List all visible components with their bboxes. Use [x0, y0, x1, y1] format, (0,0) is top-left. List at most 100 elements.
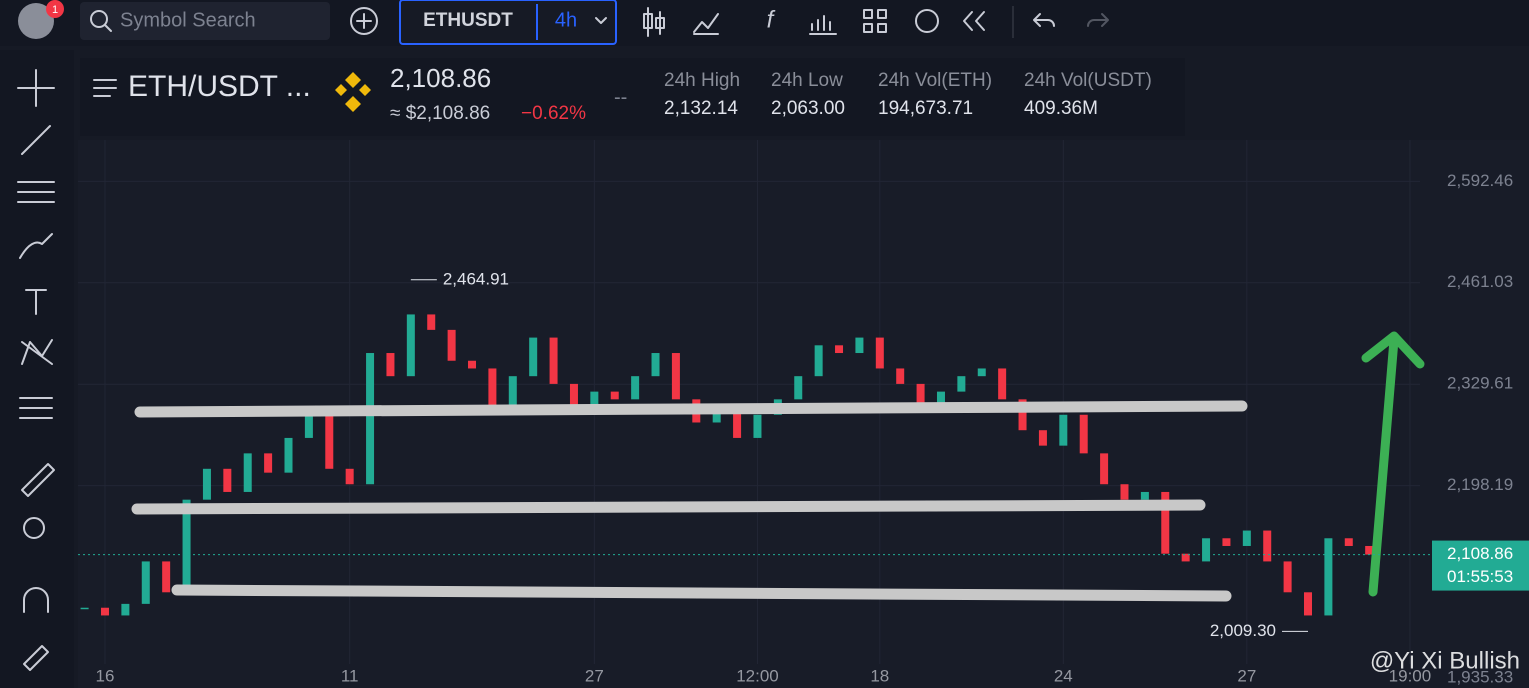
candle — [590, 391, 599, 408]
candle — [1365, 545, 1374, 555]
compare-icon[interactable] — [809, 15, 837, 35]
candle — [284, 437, 293, 473]
forecast-tool[interactable] — [19, 397, 53, 419]
candle — [631, 376, 640, 400]
candle — [1263, 530, 1272, 562]
redo-icon[interactable] — [1087, 13, 1109, 27]
candle — [80, 607, 89, 610]
drawn-line — [171, 584, 1232, 602]
candle — [712, 407, 721, 423]
interval[interactable]: 4h — [555, 9, 577, 31]
candle — [406, 314, 415, 377]
alert-icon[interactable] — [915, 9, 939, 33]
last-price-label: 2,108.86 — [1447, 544, 1513, 563]
add-button[interactable] — [350, 7, 378, 35]
candle — [936, 391, 945, 408]
pattern-tool[interactable] — [21, 339, 53, 365]
ruler-tool[interactable] — [21, 463, 55, 497]
candles-icon[interactable] — [643, 7, 665, 37]
sidebar — [0, 50, 74, 688]
zoom-tool[interactable] — [23, 517, 45, 539]
crosshair-tool[interactable] — [17, 69, 55, 107]
fx-icon[interactable]: f — [767, 6, 776, 33]
candle — [1202, 538, 1211, 562]
candle — [753, 414, 762, 438]
search-box[interactable] — [80, 2, 330, 40]
stat-label: 24h Low — [771, 70, 843, 91]
candle — [202, 468, 211, 500]
x-tick-label: 19:00 — [1389, 666, 1432, 685]
layout-icon[interactable] — [863, 9, 887, 33]
placeholder: -- — [614, 86, 627, 108]
header — [80, 58, 1185, 136]
drawn-line — [131, 499, 1206, 515]
candle — [549, 337, 558, 384]
countdown: 01:55:53 — [1447, 567, 1513, 586]
stat-label: 24h Vol(ETH) — [878, 70, 992, 91]
candle — [1140, 491, 1149, 500]
search-placeholder: Symbol Search — [120, 9, 256, 31]
candle — [610, 391, 619, 400]
lock-tool[interactable] — [23, 645, 49, 671]
candle — [1344, 538, 1353, 546]
candle — [1324, 538, 1333, 616]
plot: 2,592.46 2,461.03 2,329.61 2,198.19 1,935.33… — [78, 140, 1529, 686]
avatar[interactable] — [18, 3, 54, 39]
candle — [1222, 538, 1231, 546]
symbol-box[interactable] — [399, 0, 617, 45]
magnet-tool[interactable] — [23, 587, 49, 613]
y-tick-label: 2,329.61 — [1447, 374, 1513, 393]
x-tick-label: 16 — [96, 666, 115, 685]
replay-icon[interactable] — [963, 11, 985, 31]
candle — [733, 407, 742, 438]
notification-count: 1 — [52, 4, 58, 16]
exchange-logo — [335, 72, 371, 112]
drawn-arrow — [1361, 331, 1425, 597]
text-tool[interactable] — [25, 289, 47, 315]
candle — [1079, 414, 1088, 454]
dropdown-icon — [595, 17, 607, 24]
candle — [100, 607, 109, 616]
candle — [468, 360, 477, 369]
candle — [345, 468, 354, 485]
annotation-label: 2,464.91 — [443, 269, 509, 288]
fib-tool[interactable] — [17, 181, 55, 203]
candle — [671, 353, 680, 400]
x-tick-label: 27 — [585, 666, 604, 685]
candle — [508, 376, 517, 408]
candle — [957, 376, 966, 392]
candle — [182, 499, 191, 593]
menu-icon[interactable] — [93, 79, 117, 97]
candle — [264, 453, 273, 473]
add-icon — [356, 13, 372, 29]
change: −0.62% — [521, 103, 586, 124]
stat-value: 409.36M — [1024, 98, 1098, 119]
candle — [162, 561, 171, 593]
y-tick-label: 2,592.46 — [1447, 171, 1513, 190]
candle — [529, 337, 538, 377]
candle — [977, 368, 986, 377]
x-tick-label: 24 — [1054, 666, 1073, 685]
candle — [896, 368, 905, 384]
annotation-label: 2,009.30 — [1210, 621, 1276, 640]
candle — [835, 345, 844, 354]
indicator-icon[interactable] — [693, 13, 719, 35]
candle — [998, 368, 1007, 400]
candle — [1038, 430, 1047, 446]
price: 2,108.86 — [390, 63, 491, 93]
y-tick-label: 2,461.03 — [1447, 272, 1513, 291]
candle — [1018, 399, 1027, 431]
x-tick-label: 18 — [870, 666, 889, 685]
last-price-tag — [1432, 540, 1529, 591]
candle — [141, 561, 150, 604]
candle — [1181, 553, 1190, 562]
brush-tool[interactable] — [19, 233, 53, 259]
candle — [1120, 484, 1129, 500]
undo-icon[interactable] — [1033, 13, 1055, 27]
y-tick-label: 1,935.33 — [1447, 667, 1513, 686]
candle — [304, 407, 313, 438]
line-tool[interactable] — [21, 125, 51, 155]
symbol[interactable]: ETHUSDT — [423, 10, 513, 31]
